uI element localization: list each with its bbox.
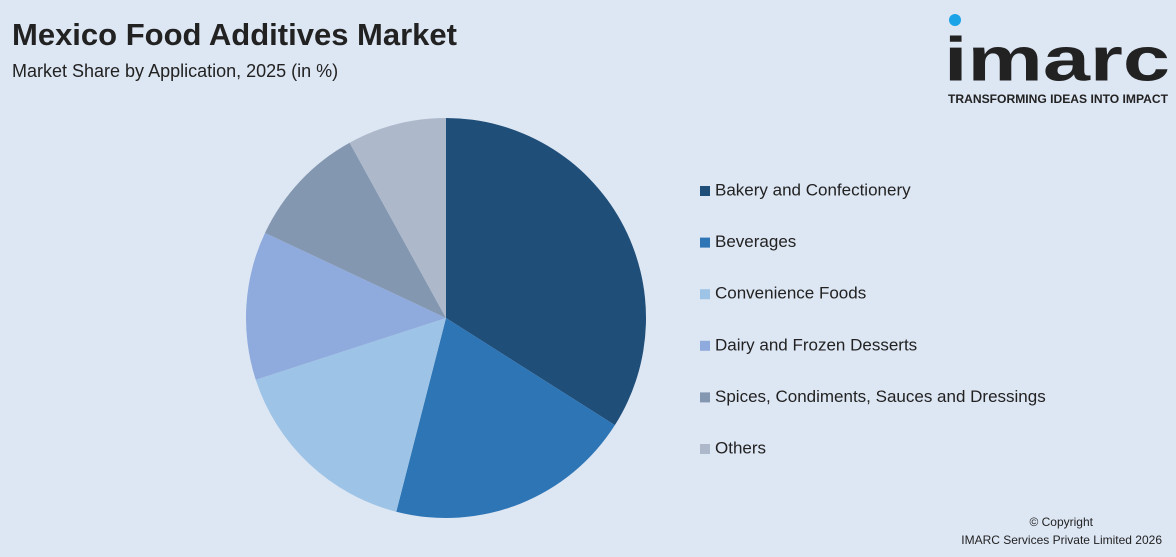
copyright: © Copyright xyxy=(1029,515,1093,529)
legend-label: Others xyxy=(715,438,766,457)
chart-title: Mexico Food Additives Market xyxy=(12,17,457,52)
legend-swatch xyxy=(700,289,710,300)
legend-label: Dairy and Frozen Desserts xyxy=(715,335,917,354)
pie-slice xyxy=(396,318,615,518)
pie-slice xyxy=(255,318,446,512)
logo-dot xyxy=(949,14,961,26)
legend-swatch xyxy=(700,392,710,403)
legend-swatch xyxy=(700,444,710,454)
logo-tagline: TRANSFORMING IDEAS INTO IMPACT xyxy=(948,94,1168,106)
pie-slice xyxy=(446,118,646,426)
chart-subtitle: Market Share by Application, 2025 (in %) xyxy=(12,61,338,81)
legend-swatch xyxy=(700,186,710,196)
legend-label: Bakery and Confectionery xyxy=(715,180,911,199)
pie-slice xyxy=(246,232,446,380)
legend-swatch xyxy=(700,237,710,248)
company: IMARC Services Private Limited 2026 xyxy=(961,533,1162,547)
pie-slice xyxy=(265,142,446,318)
pie-slice xyxy=(349,118,446,318)
legend-swatch xyxy=(700,340,710,351)
legend-label: Beverages xyxy=(715,232,796,251)
legend-label: Spices, Condiments, Sauces and Dressings xyxy=(715,387,1046,406)
logo: imarc xyxy=(944,25,1170,94)
legend-label: Convenience Foods xyxy=(715,284,866,303)
